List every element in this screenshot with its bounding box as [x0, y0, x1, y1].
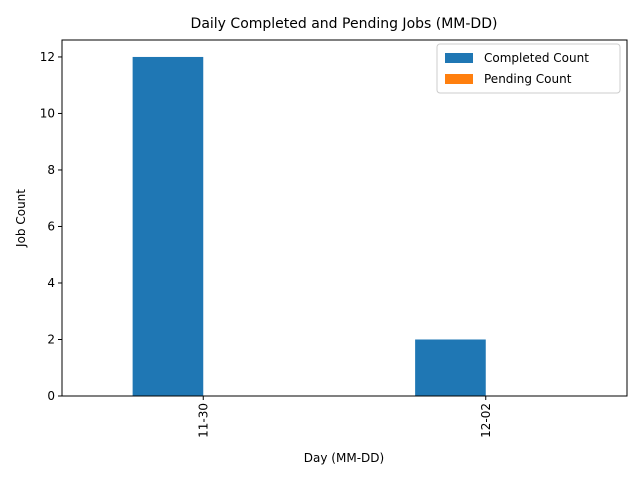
legend-entry: Completed Count: [484, 51, 589, 65]
x-axis-label: Day (MM-DD): [304, 451, 384, 465]
bar-completed-count: [415, 339, 486, 396]
y-tick-label: 0: [47, 389, 55, 403]
legend-entry: Pending Count: [484, 72, 572, 86]
plot-frame: [61, 39, 628, 397]
y-tick-label: 2: [47, 332, 55, 346]
chart-title: Daily Completed and Pending Jobs (MM-DD): [191, 16, 498, 32]
y-tick-label: 12: [40, 50, 55, 64]
bars-group: [132, 56, 486, 396]
bar-completed-count: [132, 56, 204, 396]
y-tick-label: 6: [47, 219, 55, 233]
y-tick-label: 4: [47, 276, 55, 290]
x-tick-label: 12-02: [479, 403, 493, 438]
x-tick-label: 11-30: [196, 403, 210, 438]
legend-swatch: [445, 74, 473, 84]
x-axis: 11-30 12-02: [196, 396, 493, 438]
y-tick-label: 8: [47, 163, 55, 177]
y-axis: 0 2 4 6 8 10 12: [40, 50, 62, 403]
y-tick-label: 10: [40, 106, 55, 120]
y-axis-label: Job Count: [14, 189, 28, 248]
legend: Completed Count Pending Count: [436, 43, 621, 94]
legend-box: [436, 43, 621, 94]
legend-swatch: [445, 53, 473, 63]
